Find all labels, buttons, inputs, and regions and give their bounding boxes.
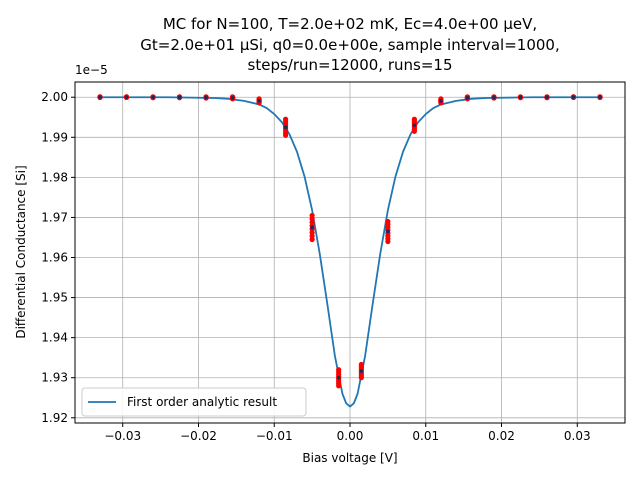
mc-point-mean [283, 125, 288, 130]
y-tick-label: 1.99 [41, 130, 68, 144]
title-line-1: MC for N=100, T=2.0e+02 mK, Ec=4.0e+00 μ… [163, 15, 537, 33]
mc-point-cluster [570, 94, 577, 101]
mc-point-cluster [176, 94, 183, 101]
mc-point-cluster [491, 94, 497, 101]
chart-title: MC for N=100, T=2.0e+02 mK, Ec=4.0e+00 μ… [140, 15, 560, 74]
mc-point-mean [412, 123, 417, 128]
mc-point [309, 212, 315, 219]
mc-point-cluster [358, 361, 364, 381]
mc-point-cluster [97, 94, 103, 101]
title-line-2: Gt=2.0e+01 μSi, q0=0.0e+00e, sample inte… [140, 36, 560, 54]
grid [75, 82, 625, 423]
y-tick-label: 1.96 [41, 251, 68, 265]
mc-point-mean [571, 95, 576, 99]
mc-point-cluster [229, 94, 236, 102]
mc-point-mean [230, 96, 235, 100]
mc-point [385, 218, 391, 225]
mc-point-mean [492, 95, 496, 100]
x-tick-label: 0.01 [412, 429, 439, 443]
x-tick-label: −0.02 [180, 429, 217, 443]
mc-point-cluster [517, 94, 524, 101]
mc-point-cluster [336, 367, 342, 389]
x-tick-label: 0.02 [488, 429, 515, 443]
x-tick-label: −0.01 [256, 429, 293, 443]
y-tick-label: 1.98 [41, 170, 68, 184]
mc-point-mean [204, 95, 208, 100]
x-axis-label: Bias voltage [V] [302, 451, 397, 465]
mc-point-cluster [411, 116, 417, 134]
legend: First order analytic result [81, 387, 307, 417]
x-tick-label: −0.03 [104, 429, 141, 443]
mc-point [411, 116, 417, 122]
mc-point-mean [310, 225, 314, 230]
mc-point-cluster [597, 94, 603, 101]
x-tick-label: 0.03 [564, 429, 591, 443]
y-tick-label: 1.95 [41, 291, 68, 305]
mc-point-mean [439, 99, 443, 103]
mc-point-mean [124, 95, 129, 99]
y-tick-label: 1.94 [41, 331, 68, 345]
mc-point [358, 361, 364, 368]
analytic-line [100, 96, 600, 408]
mc-point-cluster [309, 212, 315, 243]
mc-point-cluster [123, 94, 130, 101]
legend-entry: First order analytic result [127, 395, 277, 409]
mc-point-cluster [150, 94, 156, 101]
mc-point-cluster [385, 218, 391, 245]
y-axis-label: Differential Conductance [Si] [14, 165, 28, 338]
y-tick-label: 2.00 [41, 90, 68, 104]
mc-point-mean [257, 99, 261, 103]
y-offset-label: 1e−5 [75, 63, 108, 77]
y-axis: 1.92 1.93 1.94 1.95 1.96 1.97 1.98 1.99 2.00 [41, 90, 75, 425]
x-tick-label: 0.00 [337, 429, 364, 443]
x-axis: −0.03 −0.02 −0.01 0.00 0.01 0.02 0.03 [104, 423, 591, 443]
y-tick-label: 1.92 [41, 411, 68, 425]
mc-point-mean [465, 96, 470, 100]
mc-point-mean [545, 95, 549, 100]
mc-point-mean [518, 95, 523, 100]
mc-point-mean [336, 375, 341, 380]
mc-point-mean [359, 369, 364, 373]
plot-area [97, 94, 603, 408]
mc-point-mean [177, 95, 182, 100]
legend-box [81, 387, 307, 417]
mc-point-cluster [256, 96, 262, 106]
mc-point-mean [151, 95, 155, 100]
mc-point [283, 116, 289, 122]
mc-point [336, 367, 342, 373]
mc-point-cluster [203, 94, 209, 101]
title-line-3: steps/run=12000, runs=15 [248, 56, 453, 74]
mc-point-mean [386, 229, 390, 234]
y-tick-label: 1.97 [41, 210, 68, 224]
mc-point-cluster [464, 94, 471, 102]
mc-point-cluster [544, 94, 550, 101]
y-tick-label: 1.93 [41, 371, 68, 385]
mc-point-cluster [438, 96, 444, 106]
mc-point-mean [98, 95, 102, 99]
mc-point-cluster [283, 116, 289, 138]
mc-point-mean [598, 95, 602, 99]
